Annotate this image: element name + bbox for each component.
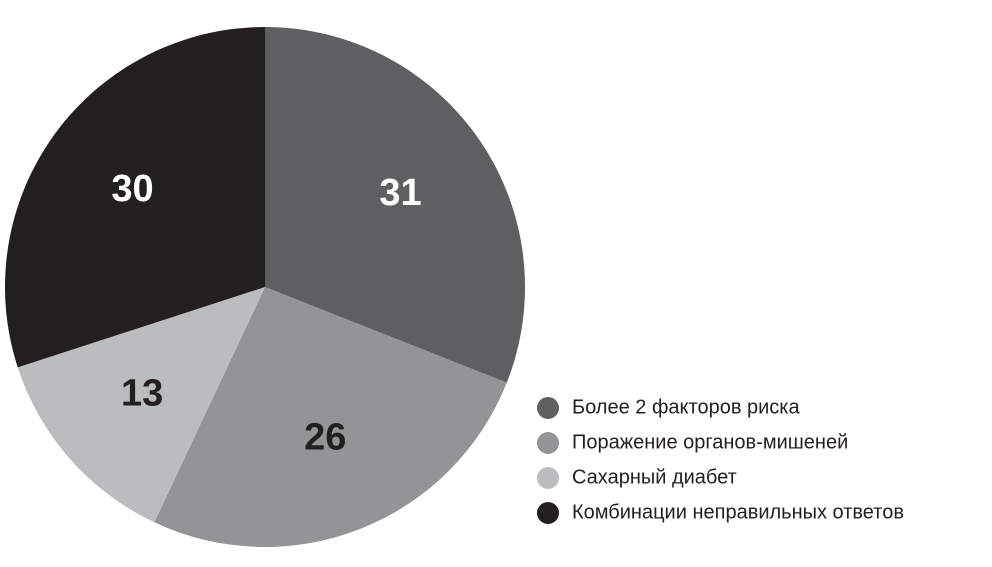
legend-marker <box>537 467 559 489</box>
legend-label: Сахарный диабет <box>572 466 737 488</box>
slice-label: 31 <box>379 172 421 214</box>
pie-slice <box>4 27 266 368</box>
legend-marker <box>537 432 559 454</box>
legend-label: Более 2 факторов риска <box>572 396 800 418</box>
pie-slice <box>265 27 525 383</box>
slice-label: 30 <box>111 168 153 210</box>
legend-marker <box>537 397 559 419</box>
pie-slice <box>17 287 265 523</box>
legend-label: Комбинации неправильных ответов <box>572 501 904 523</box>
slice-label: 26 <box>304 416 346 458</box>
slice-label: 13 <box>121 372 163 414</box>
pie-slice <box>154 287 507 547</box>
legend-marker <box>537 502 559 524</box>
legend-label: Поражение органов-мишеней <box>572 431 848 453</box>
